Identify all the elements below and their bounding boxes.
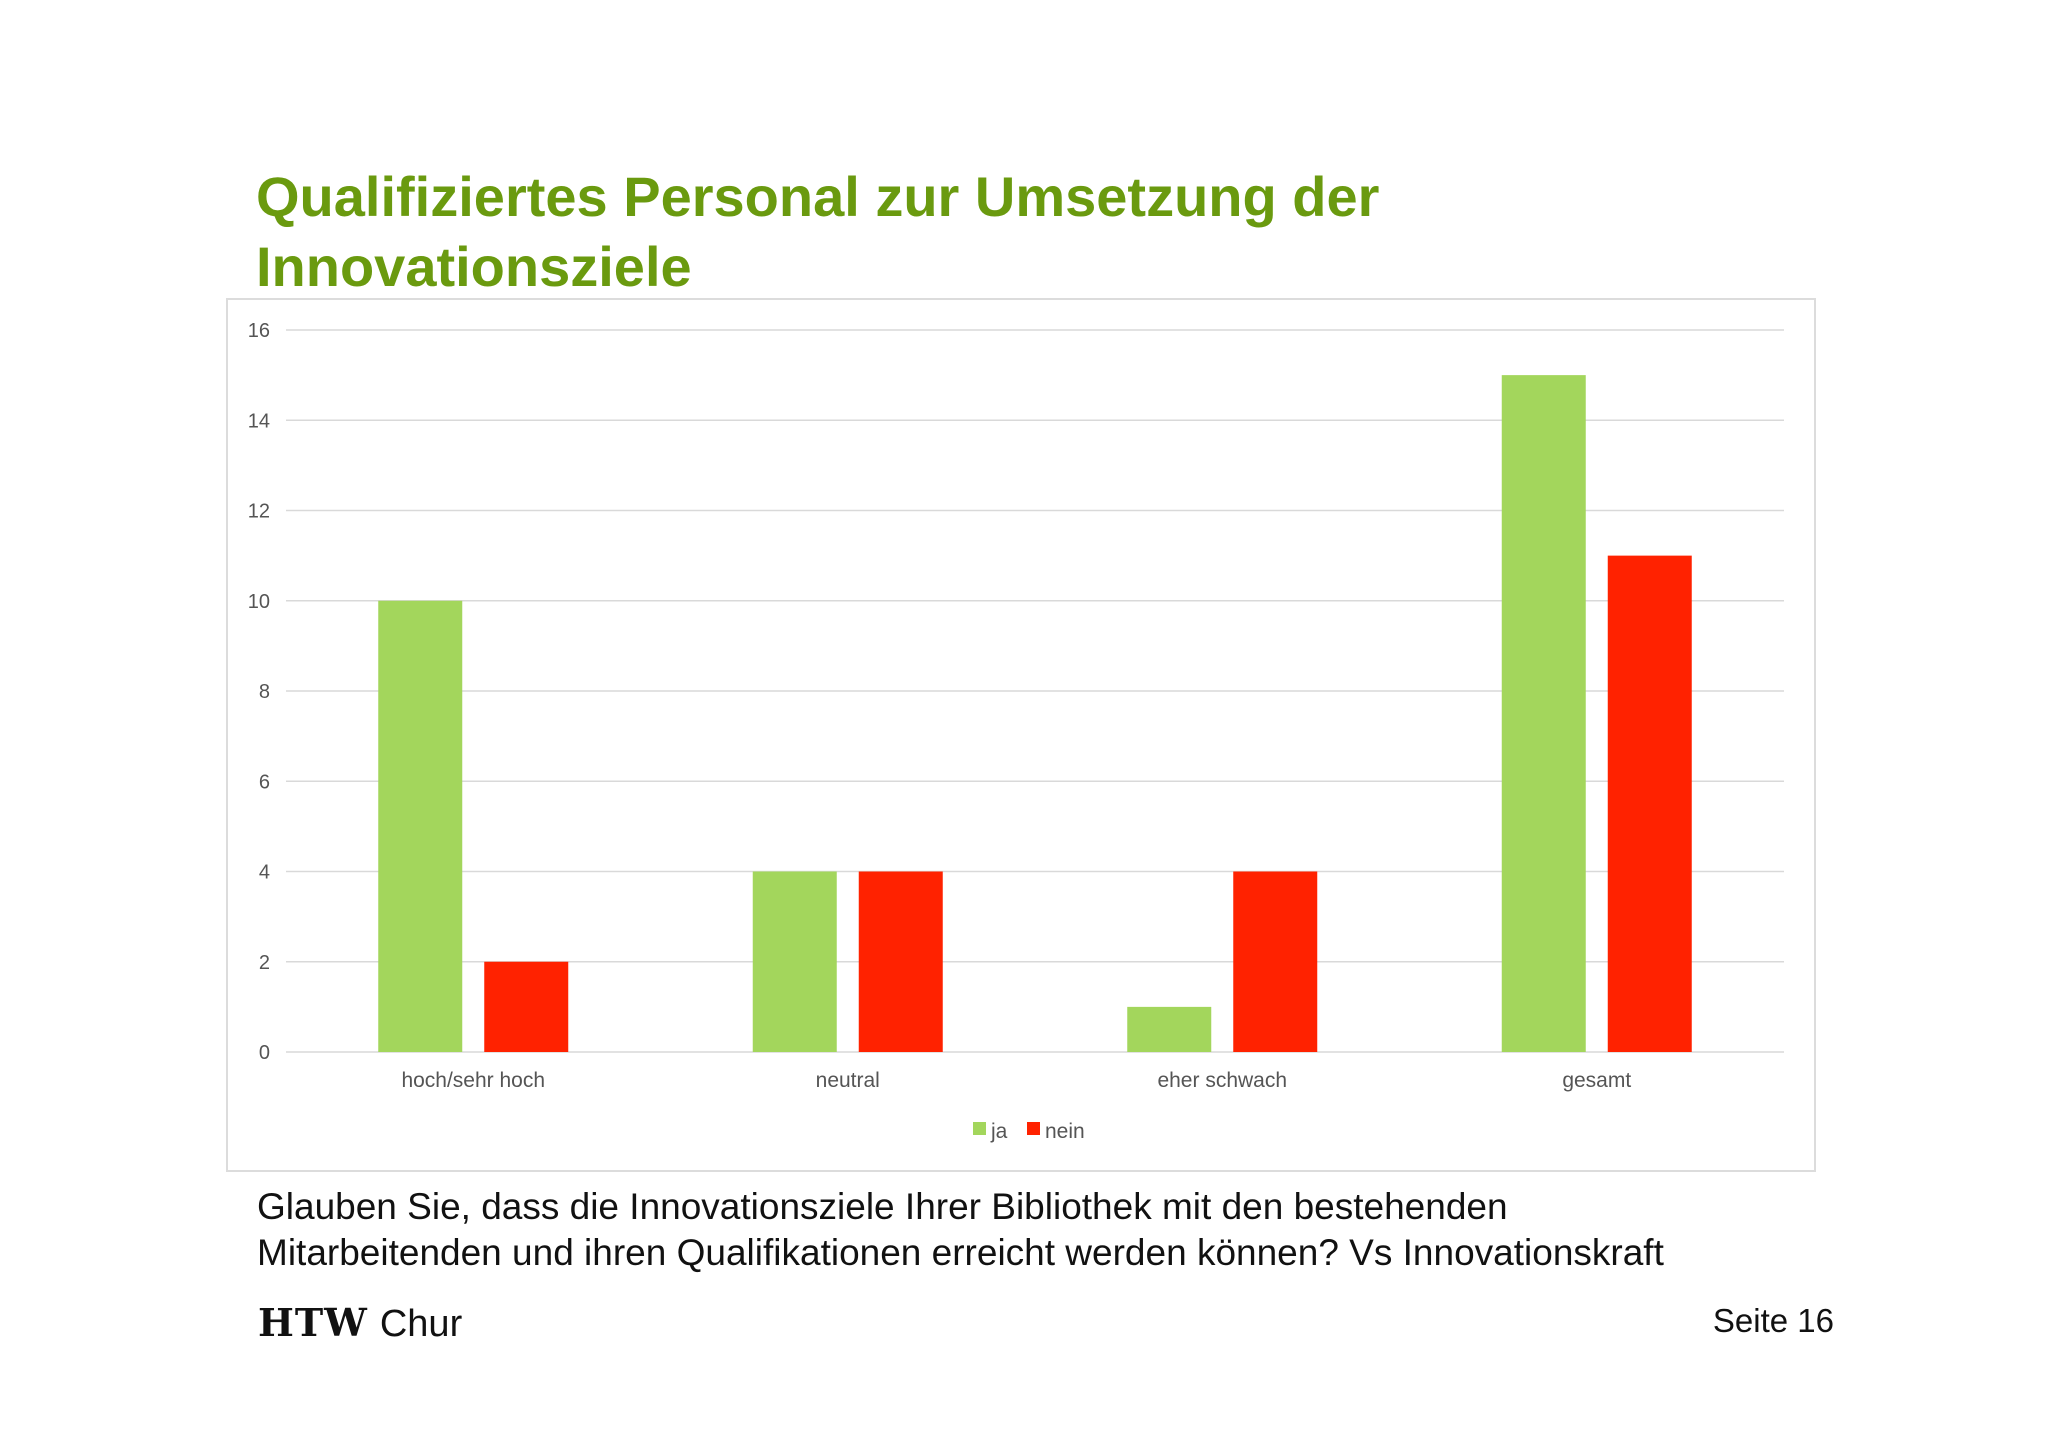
bar-ja: [378, 600, 463, 1052]
bar-ja: [1127, 1006, 1212, 1052]
y-tick-label: 14: [248, 410, 270, 432]
caption-line-2: Mitarbeitenden und ihren Qualifikationen…: [257, 1232, 1664, 1273]
bar-nein: [1233, 871, 1318, 1052]
category-label: eher schwach: [1157, 1069, 1287, 1092]
y-tick-label: 6: [259, 771, 270, 793]
y-tick-label: 0: [259, 1042, 270, 1064]
bar-ja: [752, 871, 837, 1052]
caption-line-1: Glauben Sie, dass die Innovationsziele I…: [257, 1186, 1508, 1227]
slide-title: Qualifiziertes Personal zur Umsetzung de…: [256, 162, 1856, 302]
legend-label-nein: nein: [1045, 1120, 1085, 1143]
y-tick-label: 2: [259, 952, 270, 974]
chart-frame: 0 2 4 6 8 10 12 14 16 hoch/sehr hoch neutral eher s…: [226, 298, 1816, 1172]
y-tick-label: 16: [248, 320, 270, 342]
slide-title-line-1: Qualifiziertes Personal zur Umsetzung de…: [256, 165, 1380, 228]
category-label: hoch/sehr hoch: [401, 1069, 545, 1092]
legend-swatch-nein: [1027, 1122, 1040, 1135]
bar-chart: 0 2 4 6 8 10 12 14 16 hoch/sehr hoch neutral eher s…: [248, 320, 1784, 1143]
category-label: neutral: [816, 1069, 880, 1092]
htw-chur-logo: HTW Chur: [258, 1300, 462, 1354]
y-tick-label: 10: [248, 591, 270, 613]
y-tick-label: 4: [259, 862, 270, 884]
slide-caption: Glauben Sie, dass die Innovationsziele I…: [257, 1184, 1857, 1276]
legend-label-ja: ja: [990, 1120, 1008, 1143]
logo-chur-text: Chur: [379, 1303, 463, 1345]
page-number: Seite 16: [1712, 1302, 1834, 1339]
legend-swatch-ja: [973, 1122, 986, 1135]
category-label: gesamt: [1562, 1069, 1631, 1092]
slide-title-line-2: Innovationsziele: [256, 235, 692, 298]
bar-ja: [1501, 375, 1586, 1052]
y-tick-label: 12: [248, 501, 270, 523]
bar-nein: [484, 961, 569, 1052]
logo-htw-text: HTW: [258, 1300, 368, 1345]
bar-nein: [858, 871, 943, 1052]
bar-nein: [1607, 555, 1692, 1052]
y-tick-label: 8: [259, 681, 270, 703]
